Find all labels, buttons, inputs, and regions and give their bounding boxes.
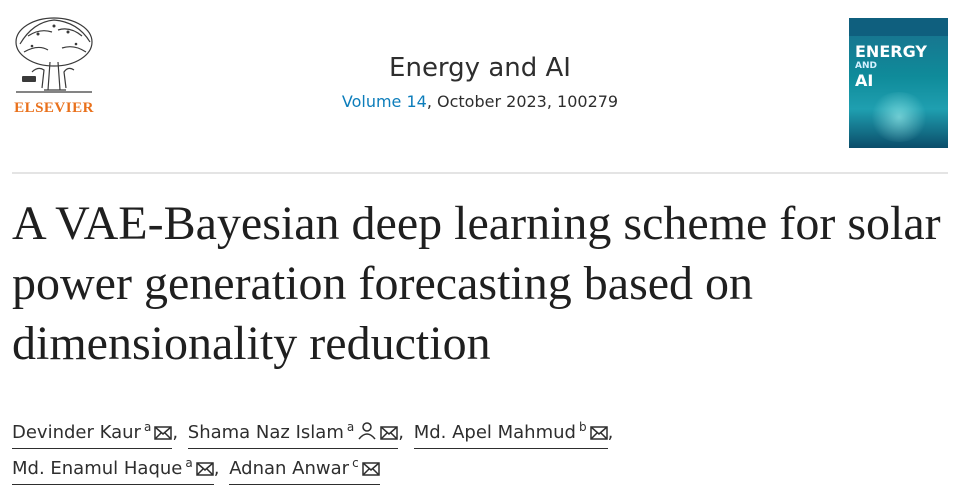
author-name: Adnan Anwar bbox=[229, 458, 350, 479]
author-name: Devinder Kaur bbox=[12, 422, 141, 443]
author-affiliation: b bbox=[578, 420, 587, 434]
envelope-icon[interactable] bbox=[361, 458, 380, 484]
journal-cover-image[interactable]: ENERGY AND AI bbox=[849, 18, 948, 148]
author-separator: , bbox=[213, 458, 220, 479]
issue-info: , October 2023, 100279 bbox=[426, 92, 619, 111]
elsevier-logo[interactable]: ELSEVIER bbox=[8, 14, 100, 118]
envelope-icon[interactable] bbox=[195, 458, 214, 484]
author-link[interactable]: Md. Apel Mahmud b bbox=[413, 414, 608, 449]
author-affiliation: c bbox=[352, 456, 359, 470]
author-link[interactable]: Shama Naz Islam a bbox=[187, 414, 399, 449]
author-separator: , bbox=[398, 422, 404, 443]
cover-header-band bbox=[849, 18, 948, 36]
header-divider bbox=[12, 172, 948, 174]
author-name: Md. Apel Mahmud bbox=[413, 422, 576, 443]
author-link[interactable]: Adnan Anwar c bbox=[229, 450, 380, 485]
person-icon[interactable] bbox=[357, 422, 377, 448]
envelope-icon[interactable] bbox=[154, 422, 173, 448]
author-link[interactable]: Md. Enamul Haque a bbox=[12, 450, 214, 485]
volume-link[interactable]: Volume 14 bbox=[341, 92, 427, 111]
cover-title-line-2: AND bbox=[855, 61, 877, 71]
envelope-icon[interactable] bbox=[589, 422, 608, 448]
author-separator: , bbox=[172, 422, 179, 443]
envelope-icon[interactable] bbox=[380, 422, 398, 448]
author-affiliation: a bbox=[346, 420, 355, 434]
journal-title-link[interactable]: Energy and AI bbox=[389, 53, 571, 83]
author-affiliation: a bbox=[143, 420, 152, 434]
cover-title-line-3: AI bbox=[855, 71, 874, 90]
article-title: A VAE-Bayesian deep learning scheme for … bbox=[12, 197, 941, 370]
author-list: Devinder Kaur a , Shama Naz Islam a , Md. … bbox=[12, 414, 952, 486]
cover-artwork bbox=[869, 92, 929, 142]
journal-meta: Volume 14, October 2023, 100279 bbox=[260, 92, 700, 111]
journal-header: Energy and AI Volume 14, October 2023, 1… bbox=[260, 50, 700, 111]
cover-title-line-1: ENERGY bbox=[855, 42, 927, 61]
tree-icon bbox=[15, 17, 93, 93]
author-link[interactable]: Devinder Kaur a bbox=[12, 414, 173, 449]
author-affiliation: a bbox=[185, 456, 193, 470]
publisher-name: ELSEVIER bbox=[14, 100, 94, 116]
author-name: Md. Enamul Haque bbox=[12, 458, 183, 479]
author-name: Shama Naz Islam bbox=[187, 422, 344, 443]
author-separator: , bbox=[607, 422, 614, 443]
